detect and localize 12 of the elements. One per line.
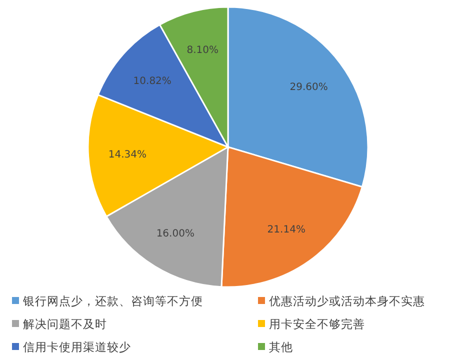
legend-label: 其他 <box>269 340 293 354</box>
legend-label: 用卡安全不够完善 <box>269 317 365 332</box>
data-label: 10.82% <box>133 76 172 87</box>
data-label: 16.00% <box>156 228 194 240</box>
data-label: 21.14% <box>267 224 306 236</box>
data-label: 14.34% <box>108 149 147 160</box>
legend-label: 银行网点少，还款、咨询等不方便 <box>22 294 203 308</box>
data-label: 8.10% <box>186 44 219 56</box>
legend-label: 优惠活动少或活动本身不实惠 <box>269 294 425 308</box>
legend-label: 信用卡使用渠道较少 <box>23 340 131 354</box>
legend-label: 解决问题不及时 <box>23 317 107 332</box>
data-label: 29.60% <box>290 82 328 94</box>
